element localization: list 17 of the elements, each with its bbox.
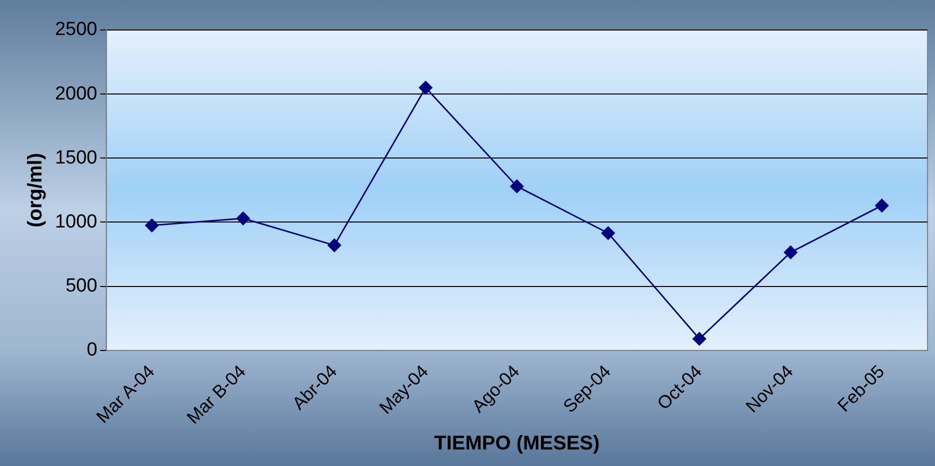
y-tick-label: 1000 <box>54 211 98 232</box>
y-tick-label: 2500 <box>54 19 98 40</box>
point <box>784 246 798 260</box>
point <box>692 332 706 346</box>
point <box>145 218 159 232</box>
point <box>236 212 250 226</box>
y-tick-label: 0 <box>86 340 98 361</box>
point <box>510 180 524 194</box>
y-tick-label: 500 <box>66 276 98 297</box>
point <box>875 198 889 212</box>
point <box>328 238 342 252</box>
x-axis-title: TIEMPO (MESES) <box>434 432 600 455</box>
point <box>601 226 615 240</box>
y-tick-label: 1500 <box>54 147 98 168</box>
y-axis-title: (org/ml) <box>24 152 47 228</box>
point <box>418 80 432 94</box>
y-tick-label: 2000 <box>54 83 98 104</box>
